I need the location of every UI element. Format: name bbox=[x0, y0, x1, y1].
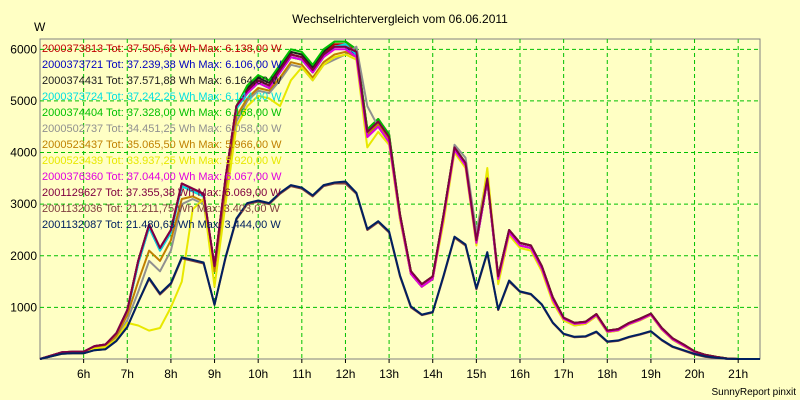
y-tick-label: 4000 bbox=[10, 146, 37, 160]
x-tick-label: 20h bbox=[685, 367, 705, 381]
legend-entry: 2000502737 Tot: 34.451,25 Wh Max: 6.058,… bbox=[42, 123, 282, 135]
y-tick-label: 3000 bbox=[10, 197, 37, 211]
legend-entry: 2000373813 Tot: 37.505,63 Wh Max: 6.138,… bbox=[42, 43, 282, 55]
chart-title: Wechselrichtervergleich vom 06.06.2011 bbox=[292, 12, 508, 26]
legend-entry: 2001129627 Tot: 37.355,38 Wh Max: 6.069,… bbox=[42, 187, 281, 199]
x-tick-label: 15h bbox=[466, 367, 486, 381]
x-tick-label: 7h bbox=[121, 367, 134, 381]
legend-entry: 2000373721 Tot: 37.239,38 Wh Max: 6.106,… bbox=[42, 59, 282, 71]
x-tick-label: 12h bbox=[335, 367, 355, 381]
legend-entry: 2000374404 Tot: 37.328,00 Wh Max: 6.168,… bbox=[42, 107, 282, 119]
legend: 2000373813 Tot: 37.505,63 Wh Max: 6.138,… bbox=[42, 43, 282, 231]
y-tick-label: 1000 bbox=[10, 300, 37, 314]
y-tick-label: 5000 bbox=[10, 94, 37, 108]
y-tick-label: 2000 bbox=[10, 249, 37, 263]
y-axis-unit-label: W bbox=[34, 20, 46, 34]
legend-entry: 2000374431 Tot: 37.571,88 Wh Max: 6.164,… bbox=[42, 75, 282, 87]
y-tick-label: 6000 bbox=[10, 42, 37, 56]
x-axis: 6h 7h 8h 9h 10h 11h 12h 13h 14h 15h 16h 17h 18h 19h 20… bbox=[77, 359, 748, 381]
legend-entry: 2001132087 Tot: 21.480,63 Wh Max: 3.444,… bbox=[42, 219, 281, 231]
x-tick-label: 8h bbox=[164, 367, 177, 381]
plot-area bbox=[39, 38, 761, 360]
legend-entry: 2000523439 Tot: 33.937,25 Wh Max: 5.920,… bbox=[42, 155, 282, 167]
legend-entry: 2001132036 Tot: 21.211,75 Wh Max: 3.403,… bbox=[42, 203, 281, 215]
x-tick-label: 9h bbox=[208, 367, 221, 381]
x-tick-label: 18h bbox=[597, 367, 617, 381]
y-axis: 1000 2000 3000 4000 5000 6000 bbox=[10, 42, 37, 314]
x-tick-label: 6h bbox=[77, 367, 90, 381]
legend-entry: 2000376360 Tot: 37.044,00 Wh Max: 6.067,… bbox=[42, 171, 282, 183]
x-tick-label: 16h bbox=[510, 367, 530, 381]
footer-credit: SunnyReport pinxit bbox=[712, 387, 797, 398]
x-tick-label: 19h bbox=[641, 367, 661, 381]
legend-entry: 2000523437 Tot: 35.065,50 Wh Max: 5.966,… bbox=[42, 139, 282, 151]
series-line bbox=[39, 45, 760, 360]
series-line bbox=[39, 180, 760, 360]
x-tick-label: 11h bbox=[292, 367, 311, 381]
x-tick-label: 10h bbox=[248, 367, 268, 381]
x-tick-label: 14h bbox=[423, 367, 443, 381]
x-tick-label: 21h bbox=[728, 367, 748, 381]
x-tick-label: 17h bbox=[554, 367, 574, 381]
series-lines bbox=[39, 40, 760, 360]
x-tick-label: 13h bbox=[379, 367, 399, 381]
legend-entry: 2000373724 Tot: 37.242,25 Wh Max: 6.144,… bbox=[42, 91, 282, 103]
